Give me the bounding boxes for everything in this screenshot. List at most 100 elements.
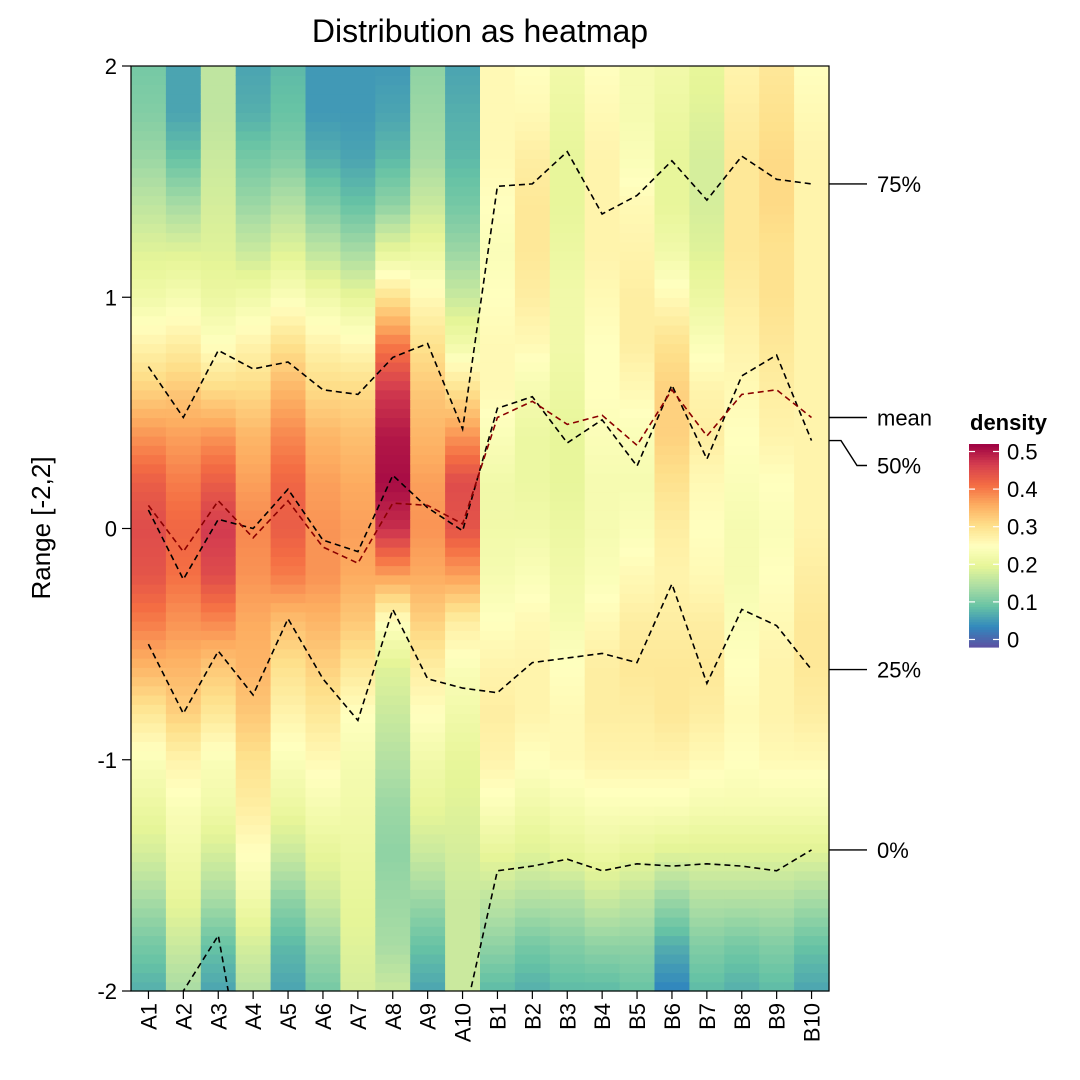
heatmap-cell	[759, 325, 795, 335]
heatmap-cell	[480, 593, 516, 604]
heatmap-cell	[480, 963, 516, 974]
heatmap-cell	[759, 833, 795, 844]
heatmap-cell	[584, 787, 621, 798]
heatmap-cell	[165, 371, 202, 382]
heatmap-cell	[619, 112, 656, 123]
heatmap-cell	[305, 981, 341, 992]
annotation-label: 75%	[877, 172, 921, 197]
heatmap-cell	[619, 306, 656, 317]
heatmap-cell	[619, 769, 656, 779]
heatmap-cell	[270, 84, 307, 95]
heatmap-cell	[724, 75, 760, 86]
heatmap-cell	[514, 112, 551, 123]
heatmap-cell	[619, 482, 656, 493]
heatmap-cell	[549, 926, 586, 937]
heatmap-cell	[410, 315, 446, 326]
heatmap-cell	[654, 371, 690, 382]
heatmap-cell	[131, 926, 167, 937]
heatmap-cell	[235, 186, 272, 197]
heatmap-cell	[340, 658, 376, 668]
legend-color-step	[969, 565, 999, 569]
heatmap-cell	[200, 297, 237, 308]
heatmap-cell	[410, 547, 446, 557]
heatmap-cell	[200, 251, 237, 261]
heatmap-cell	[724, 833, 760, 844]
heatmap-cell	[514, 584, 551, 594]
heatmap-cell	[410, 963, 446, 974]
heatmap-cell	[165, 103, 202, 113]
heatmap-cell	[270, 861, 307, 872]
heatmap-cell	[794, 593, 830, 604]
heatmap-cell	[305, 121, 341, 132]
heatmap-cell	[759, 288, 795, 298]
heatmap-cell	[445, 565, 481, 576]
heatmap-cell	[584, 186, 621, 197]
heatmap-cell	[340, 704, 376, 715]
heatmap-cell	[340, 500, 376, 511]
heatmap-cell	[514, 84, 551, 95]
heatmap-cell	[340, 722, 376, 733]
heatmap-cell	[654, 84, 690, 95]
heatmap-cell	[514, 833, 551, 844]
legend-color-step	[969, 515, 999, 519]
heatmap-cell	[375, 556, 411, 567]
heatmap-cell	[514, 806, 551, 816]
heatmap-cell	[410, 528, 446, 539]
heatmap-cell	[619, 214, 656, 224]
heatmap-cell	[410, 852, 446, 863]
heatmap-cell	[375, 574, 411, 585]
heatmap-cell	[689, 352, 725, 363]
heatmap-cell	[549, 778, 586, 789]
heatmap-cell	[445, 787, 481, 798]
heatmap-cell	[270, 685, 307, 696]
heatmap-cell	[410, 473, 446, 483]
heatmap-cell	[410, 454, 446, 465]
heatmap-cell	[270, 343, 307, 354]
heatmap-cell	[654, 954, 690, 964]
heatmap-cell	[165, 343, 202, 354]
heatmap-cell	[165, 602, 202, 613]
legend-color-step	[969, 456, 999, 460]
heatmap-cell	[794, 935, 830, 946]
heatmap-cell	[794, 473, 830, 483]
heatmap-cell	[689, 732, 725, 742]
legend-color-step	[969, 624, 999, 628]
heatmap-cell	[480, 954, 516, 964]
x-tick-label: B5	[625, 1003, 650, 1030]
heatmap-cell	[340, 352, 376, 363]
heatmap-cell	[759, 454, 795, 465]
heatmap-cell	[270, 195, 307, 206]
heatmap-cell	[654, 445, 690, 456]
heatmap-cell	[375, 112, 411, 123]
heatmap-cell	[480, 84, 516, 95]
x-tick-label: A8	[381, 1003, 406, 1030]
heatmap-cell	[584, 907, 621, 918]
heatmap-cell	[200, 260, 237, 271]
heatmap-cell	[200, 269, 237, 280]
heatmap-cell	[794, 695, 830, 705]
heatmap-cell	[549, 204, 586, 215]
heatmap-cell	[584, 482, 621, 493]
heatmap-cell	[584, 750, 621, 761]
heatmap-cell	[549, 140, 586, 150]
heatmap-cell	[584, 204, 621, 215]
heatmap-cell	[794, 454, 830, 465]
heatmap-cell	[305, 223, 341, 234]
heatmap-cell	[410, 371, 446, 382]
heatmap-cell	[584, 833, 621, 844]
heatmap-cell	[270, 667, 307, 678]
heatmap-cell	[165, 944, 202, 955]
annotation-label: 50%	[877, 454, 921, 479]
heatmap-cell	[759, 417, 795, 428]
heatmap-cell	[724, 121, 760, 132]
heatmap-cell	[305, 556, 341, 567]
heatmap-cell	[794, 214, 830, 224]
heatmap-cell	[794, 463, 830, 474]
heatmap-cell	[654, 75, 690, 86]
heatmap-cell	[200, 917, 237, 927]
heatmap-cell	[794, 815, 830, 826]
heatmap-cell	[584, 75, 621, 86]
heatmap-cell	[619, 722, 656, 733]
heatmap-cell	[654, 584, 690, 594]
x-tick-label: B3	[555, 1003, 580, 1030]
